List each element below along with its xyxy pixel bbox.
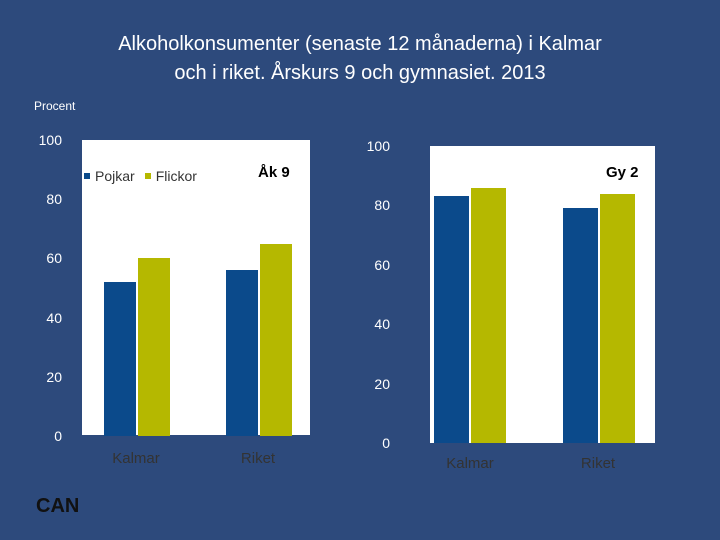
title-line-1: Alkoholkonsumenter (senaste 12 månaderna… [118, 33, 602, 55]
legend-item-pojkar: Pojkar [84, 168, 135, 184]
y-tick-label-2-0: 0 [382, 435, 390, 451]
category-label-1-riket: Riket [240, 450, 276, 467]
bar-1-kalmar-pojkar [104, 282, 136, 436]
legend-swatch-pojkar [84, 173, 90, 179]
legend-label-flickor: Flickor [155, 168, 197, 184]
y-tick-label-2-40: 40 [374, 316, 390, 333]
y-tick-label-1-80: 80 [46, 191, 62, 208]
panel-label-2: Gy 2 [606, 164, 639, 181]
bar-2-riket-flickor [600, 193, 635, 443]
y-tick-label-2-80: 80 [374, 197, 390, 214]
title-line-2: och i riket. Årskurs 9 och gymnasiet. 20… [174, 62, 546, 84]
chart-title: Alkoholkonsumenter (senaste 12 månaderna… [0, 30, 720, 88]
legend-swatch-flickor [144, 173, 151, 179]
y-tick-label-1-20: 20 [46, 368, 62, 385]
category-label-1-kalmar: Kalmar [112, 450, 160, 467]
bar-2-kalmar-pojkar [434, 196, 469, 443]
bar-2-riket-pojkar [563, 208, 598, 443]
bar-2-kalmar-flickor [471, 187, 506, 443]
legend-label-pojkar: Pojkar [95, 168, 135, 184]
unit-label: Procent [34, 99, 76, 113]
panel-label-1: Åk 9 [258, 164, 290, 181]
y-tick-label-1-60: 60 [46, 250, 62, 267]
y-tick-label-2-60: 60 [374, 256, 390, 273]
can-logo: CAN [36, 495, 80, 517]
legend: Pojkar Flickor [84, 168, 207, 184]
y-tick-label-2-20: 20 [374, 375, 390, 392]
legend-item-flickor: Flickor [144, 168, 197, 184]
bar-1-riket-flickor [260, 243, 292, 436]
y-tick-label-1-40: 40 [46, 309, 62, 326]
y-tick-label-2-100: 100 [366, 138, 390, 154]
category-label-2-riket: Riket [580, 455, 616, 472]
y-tick-label-1-100: 100 [38, 132, 62, 148]
bar-1-kalmar-flickor [138, 258, 170, 436]
y-tick-label-1-0: 0 [54, 428, 62, 444]
category-label-2-kalmar: Kalmar [446, 455, 494, 472]
bar-1-riket-pojkar [226, 270, 258, 436]
